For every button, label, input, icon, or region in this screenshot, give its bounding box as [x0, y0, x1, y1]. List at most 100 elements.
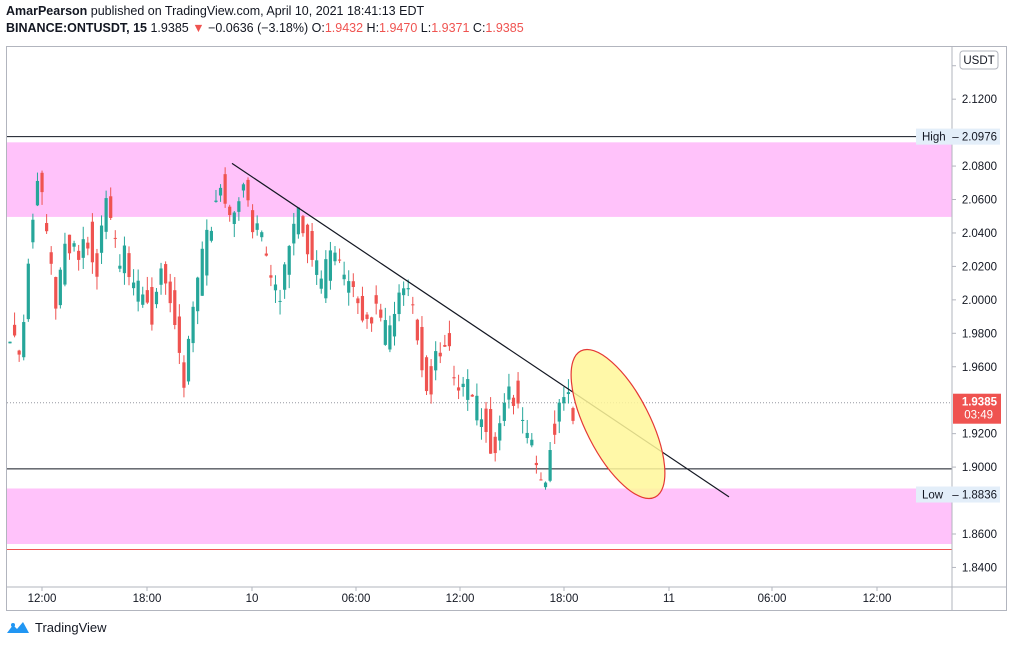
candle — [429, 359, 433, 404]
candle — [168, 273, 172, 313]
candle — [54, 276, 58, 320]
candle — [196, 276, 200, 325]
candle-body — [301, 216, 305, 234]
highlight-ellipse[interactable] — [552, 336, 683, 511]
candle — [182, 355, 186, 398]
candle-body — [305, 224, 310, 255]
footer-brand[interactable]: TradingView — [35, 620, 107, 635]
candle-body — [470, 394, 474, 397]
candle — [296, 207, 300, 239]
candle — [58, 267, 62, 309]
candle — [177, 304, 181, 365]
candle-body — [49, 252, 53, 264]
candle-body — [31, 219, 35, 243]
tradingview-logo-icon[interactable] — [6, 621, 30, 635]
candle — [228, 204, 232, 222]
candle — [8, 341, 12, 344]
candle — [525, 419, 529, 444]
last-price: 1.9385 — [150, 21, 189, 35]
candle-body — [479, 419, 484, 427]
candle-body — [22, 322, 26, 358]
candle-body — [99, 225, 104, 253]
chart-frame — [6, 46, 1007, 611]
candle — [379, 303, 383, 322]
candle-body — [200, 248, 204, 296]
candle-body — [461, 383, 465, 388]
candle — [131, 269, 136, 296]
candle-body — [228, 206, 232, 216]
candle-body — [90, 221, 94, 263]
candle — [370, 316, 374, 332]
candle — [77, 244, 81, 271]
candle-body — [136, 280, 140, 302]
candle-body — [26, 263, 30, 320]
candle-body — [516, 380, 520, 404]
time-tick-label: 18:00 — [133, 593, 162, 605]
price-tick-label: 2.0600 — [962, 195, 997, 207]
price-tick-label: 1.9600 — [962, 362, 997, 374]
candle — [95, 248, 99, 290]
candle — [72, 240, 76, 252]
candle — [31, 213, 35, 249]
candle — [67, 234, 72, 260]
time-axis[interactable]: 12:00 18:00 10 06:00 12:00 18:00 11 06:00 12:00 — [28, 587, 892, 605]
candle-body — [173, 290, 177, 325]
candle-body — [141, 294, 145, 305]
candle-body — [333, 252, 337, 262]
price-tick-label: 2.0200 — [962, 261, 997, 273]
candle — [456, 374, 461, 400]
candle — [383, 307, 387, 346]
candle-body — [456, 387, 461, 391]
candle-body — [379, 309, 383, 318]
candle-body — [250, 210, 255, 233]
candle — [237, 197, 241, 221]
candle-body — [177, 316, 181, 353]
candle — [489, 397, 493, 454]
candle — [434, 341, 438, 381]
price-tick-label: 2.0800 — [962, 161, 997, 173]
candle — [521, 407, 525, 434]
candle-body — [145, 290, 149, 303]
candle — [470, 393, 474, 397]
candle-body — [205, 229, 209, 276]
author-name[interactable]: AmarPearson — [6, 4, 88, 18]
candle-body — [45, 223, 49, 232]
candle — [45, 214, 49, 234]
candle-body — [12, 324, 17, 336]
candle-body — [530, 439, 534, 446]
candle — [109, 187, 113, 220]
candle — [452, 365, 456, 386]
low-label: L: — [420, 21, 432, 35]
price-tick-label: 1.9000 — [962, 462, 997, 474]
candle-body — [502, 402, 506, 421]
candle — [347, 270, 351, 306]
candle — [420, 316, 424, 378]
high-tag: High – 2.0976 — [916, 128, 1000, 145]
candle — [447, 320, 452, 351]
candle-body — [566, 392, 571, 395]
candle-body — [241, 184, 246, 191]
candle-body — [420, 326, 424, 371]
countdown-label: 03:49 — [964, 410, 993, 422]
candle-body — [484, 408, 488, 433]
candle — [411, 296, 415, 314]
candle — [424, 355, 429, 396]
candle-body — [429, 366, 433, 395]
candle — [502, 393, 506, 427]
candle-body — [218, 187, 223, 196]
candle-body — [342, 274, 346, 280]
currency-button-label: USDT — [963, 55, 994, 67]
candle — [269, 264, 273, 287]
price-tick-label: 1.9800 — [962, 328, 997, 340]
candle — [191, 301, 195, 353]
time-tick-label: 11 — [663, 593, 675, 605]
candle — [113, 230, 117, 248]
change-value: −0.0636 (−3.18%) — [208, 21, 309, 35]
candle-body — [63, 243, 67, 285]
candle-body — [191, 306, 195, 344]
currency-button[interactable]: USDT — [959, 50, 999, 70]
close-value: 1.9385 — [485, 21, 524, 35]
high-tag-label: High — [922, 132, 946, 144]
